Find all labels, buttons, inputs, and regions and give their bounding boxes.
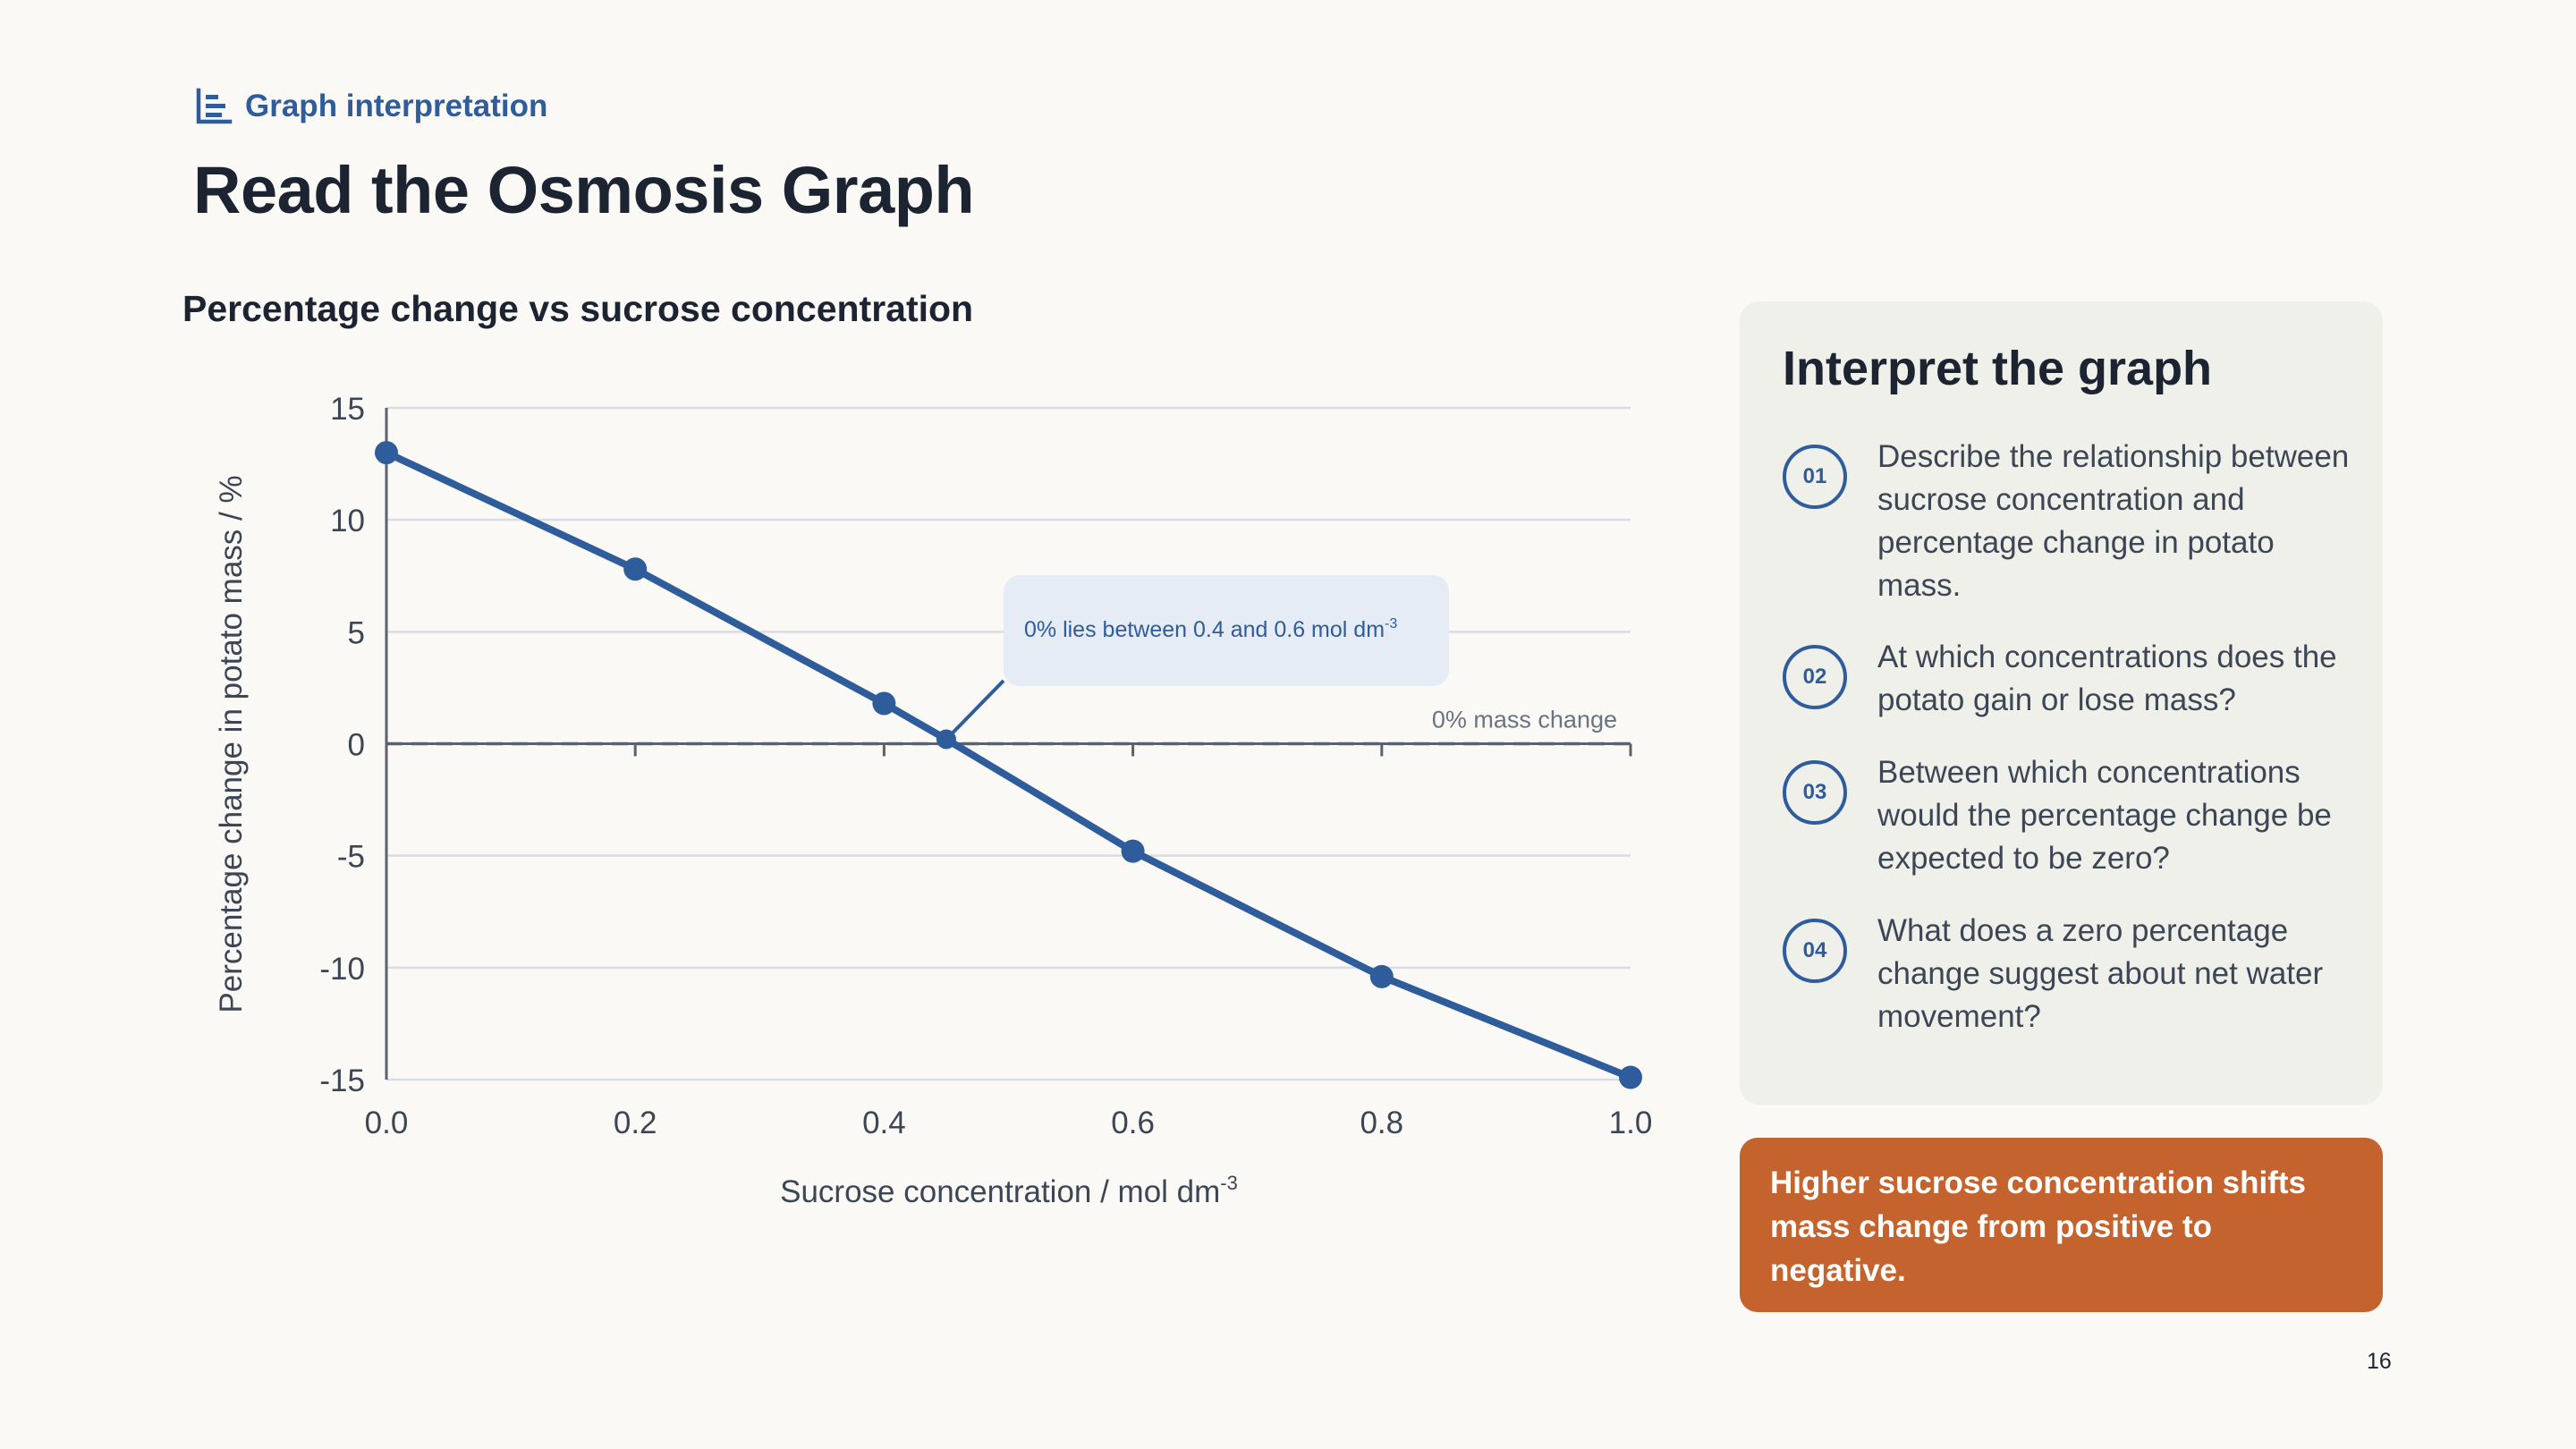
- data-point: [1619, 1065, 1642, 1089]
- zero-reference-label: 0% mass change: [1432, 707, 1617, 733]
- eyebrow-label: Graph interpretation: [245, 89, 548, 123]
- question-text: What does a zero percentage change sugge…: [1877, 913, 2324, 1034]
- data-point: [375, 441, 398, 465]
- data-point: [1121, 839, 1145, 863]
- eyebrow: Graph interpretation: [195, 88, 547, 125]
- y-axis-title: Percentage change in potato mass / %: [214, 475, 249, 1013]
- question-text: At which concentrations does the potato …: [1877, 640, 2337, 717]
- x-tick-label: 0.2: [614, 1106, 657, 1140]
- y-tick-label: 15: [330, 392, 365, 427]
- x-axis-title: Sucrose concentration / mol dm-3: [780, 1172, 1238, 1209]
- x-tick-label: 0.4: [862, 1106, 906, 1140]
- annotation-leader: [950, 679, 1005, 735]
- y-tick-label: 5: [348, 615, 365, 650]
- data-point: [872, 691, 896, 716]
- annotation-text: 0% lies between 0.4 and 0.6 mol dm-3: [1024, 616, 1397, 642]
- question-number: 04: [1783, 919, 1847, 983]
- bar-chart-icon: [196, 88, 233, 124]
- y-tick-label: 10: [330, 504, 365, 538]
- x-tick-label: 0.0: [365, 1106, 409, 1140]
- data-point: [1369, 964, 1394, 988]
- question-number: 01: [1783, 445, 1847, 509]
- question-text: Describe the relationship between sucros…: [1877, 439, 2350, 603]
- question-text: Between which concentrations would the p…: [1877, 755, 2332, 876]
- page-number: 16: [2367, 1349, 2392, 1374]
- y-tick-label: -5: [337, 840, 365, 875]
- annotation-box: [1004, 575, 1449, 686]
- chart-title: Percentage change vs sucrose concentrati…: [182, 288, 974, 329]
- y-tick-label: 0: [348, 728, 365, 763]
- x-tick-label: 1.0: [1609, 1106, 1653, 1140]
- series-line: [383, 449, 1634, 1081]
- question-number: 03: [1783, 760, 1847, 825]
- question-number: 02: [1783, 645, 1847, 709]
- panel-title: Interpret the graph: [1783, 342, 2213, 395]
- x-tick-label: 0.6: [1111, 1106, 1155, 1140]
- interpret-panel: Interpret the graph 01 Describe the rela…: [1740, 301, 2383, 1105]
- osmosis-line-chart: 0% mass change 0% lies between 0.4 and 0…: [214, 392, 1653, 1209]
- x-tick-label: 0.8: [1360, 1106, 1403, 1140]
- y-tick-label: -15: [319, 1063, 365, 1098]
- data-point: [623, 557, 648, 581]
- data-point: [936, 729, 956, 750]
- y-tick-label: -10: [319, 952, 365, 987]
- key-takeaway-callout: Higher sucrose concentration shifts mass…: [1740, 1138, 2383, 1312]
- page-title: Read the Osmosis Graph: [193, 153, 975, 227]
